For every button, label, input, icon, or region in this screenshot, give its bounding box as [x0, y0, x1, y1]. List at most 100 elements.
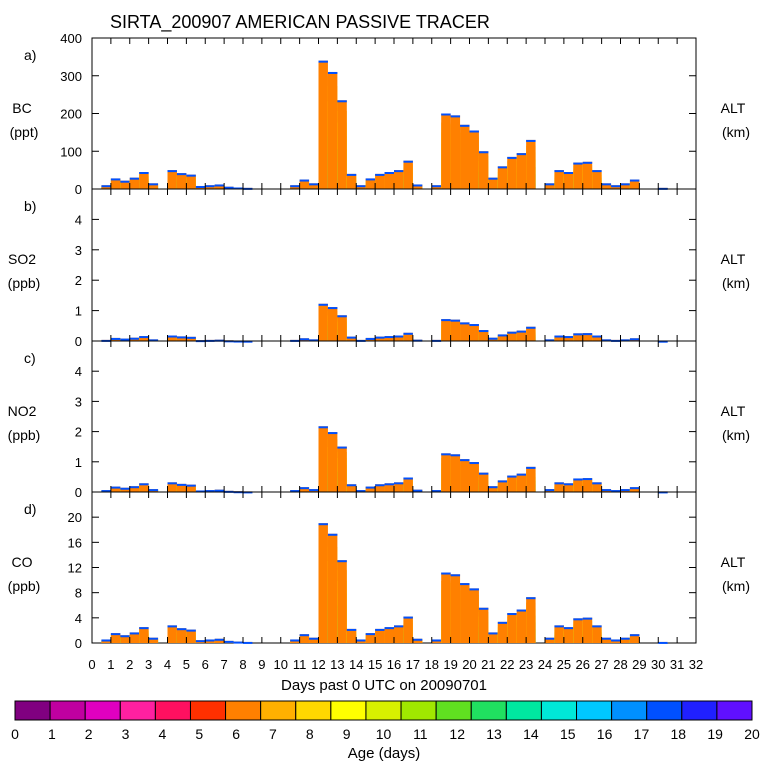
data-column-cap [129, 337, 140, 340]
data-column-cap [526, 139, 536, 142]
data-column-cap [110, 178, 121, 181]
y-tick-label: 0 [75, 485, 82, 500]
data-column-cap [176, 628, 187, 631]
panel-letter: c) [24, 350, 36, 366]
x-tick-label: 5 [183, 657, 190, 672]
data-column-cap [469, 324, 479, 327]
data-column-band [620, 183, 630, 189]
x-tick-label: 10 [274, 657, 288, 672]
data-column-cap [450, 319, 461, 322]
data-column-band [497, 621, 508, 643]
data-column-cap [412, 184, 423, 187]
colorbar-swatch [260, 700, 297, 721]
data-column-cap [507, 613, 517, 616]
colorbar-swatch [295, 700, 332, 721]
data-column-band [384, 483, 394, 492]
data-column-cap [129, 486, 140, 489]
data-column-band [592, 625, 602, 643]
data-column-band [346, 628, 357, 643]
data-column-band [629, 634, 640, 643]
data-column-cap [233, 340, 243, 343]
data-column-band [488, 632, 498, 643]
data-column-cap [214, 638, 225, 641]
data-column-band [167, 482, 177, 492]
data-column-cap [488, 632, 498, 635]
data-column-cap [233, 641, 243, 644]
data-column-cap [299, 634, 310, 637]
data-column-cap [375, 628, 385, 631]
x-tick-label: 29 [632, 657, 646, 672]
data-column-cap [148, 339, 159, 342]
data-column-band [507, 331, 517, 341]
data-column-cap [224, 186, 234, 189]
data-column-cap [658, 641, 668, 644]
x-axis: 0 1 2 3 4 5 6 7 8 9 10 11 12 13 14 15 16 17 18 19 20 21 22 23 24… [88, 657, 703, 672]
x-tick-label: 1 [107, 657, 114, 672]
data-column-cap [394, 335, 404, 338]
data-column-cap [120, 487, 130, 490]
data-column-cap [431, 639, 442, 642]
data-column-cap [629, 634, 640, 637]
data-column-cap [384, 172, 394, 175]
data-column-band [516, 330, 527, 341]
data-column-cap [101, 185, 111, 188]
data-column-band [460, 124, 470, 189]
data-column-cap [101, 639, 111, 642]
data-column-band [582, 161, 593, 189]
colorbar-swatch [154, 700, 191, 721]
alt-unit-label: (km) [722, 275, 750, 291]
figure-title: SIRTA_200907 AMERICAN PASSIVE TRACER [110, 12, 490, 33]
data-column-band [592, 482, 602, 492]
data-column-cap [327, 307, 338, 310]
data-column-cap [394, 170, 404, 173]
data-column-band [582, 478, 593, 492]
colorbar-tick-label: 0 [11, 726, 19, 742]
colorbar-swatch [365, 700, 402, 721]
data-column-cap [441, 319, 451, 322]
data-column-cap [601, 489, 612, 492]
data-column-band [309, 637, 319, 643]
data-column-cap [478, 330, 489, 333]
data-column-band [497, 480, 508, 492]
unit-label: (ppt) [10, 124, 39, 140]
data-column-band [375, 336, 385, 341]
data-column-band [365, 178, 376, 189]
data-column-band [478, 330, 489, 341]
data-column-cap [290, 185, 300, 188]
data-column-cap [629, 338, 640, 341]
x-tick-label: 9 [258, 657, 265, 672]
data-column-cap [299, 338, 310, 341]
data-column-cap [611, 639, 621, 642]
colorbar-tick-label: 19 [707, 726, 723, 742]
colorbar-tick-label: 16 [597, 726, 613, 742]
alt-unit-label: (km) [722, 124, 750, 140]
data-column-band [337, 100, 347, 189]
data-column-cap [318, 426, 328, 429]
data-column-cap [545, 183, 555, 186]
alt-label: ALT [721, 554, 746, 570]
alt-label: ALT [721, 403, 746, 419]
panel-frame [91, 188, 697, 342]
data-column-band [516, 609, 527, 643]
data-column-cap [148, 183, 159, 186]
panel-frame [91, 340, 697, 493]
data-column-band [582, 617, 593, 643]
data-column-band [441, 572, 451, 643]
data-column-band [327, 307, 338, 341]
x-tick-label: 28 [613, 657, 627, 672]
colorbar-tick-label: 18 [671, 726, 687, 742]
data-column-band [469, 130, 479, 189]
data-column-cap [299, 179, 310, 182]
data-column-cap [403, 332, 413, 335]
data-column-cap [346, 336, 357, 339]
data-column-cap [412, 638, 423, 641]
panel-no2: 0 1 2 3 4 c) NO2 (ppb) ALT (km) [8, 340, 750, 500]
data-column-cap [318, 303, 328, 306]
data-column-band [441, 453, 451, 492]
data-column-band [573, 478, 583, 492]
data-column-cap [582, 161, 593, 164]
data-column-band [554, 625, 564, 643]
data-column-band [507, 475, 517, 492]
colorbar-swatch [330, 700, 367, 721]
data-column-cap [243, 641, 253, 644]
